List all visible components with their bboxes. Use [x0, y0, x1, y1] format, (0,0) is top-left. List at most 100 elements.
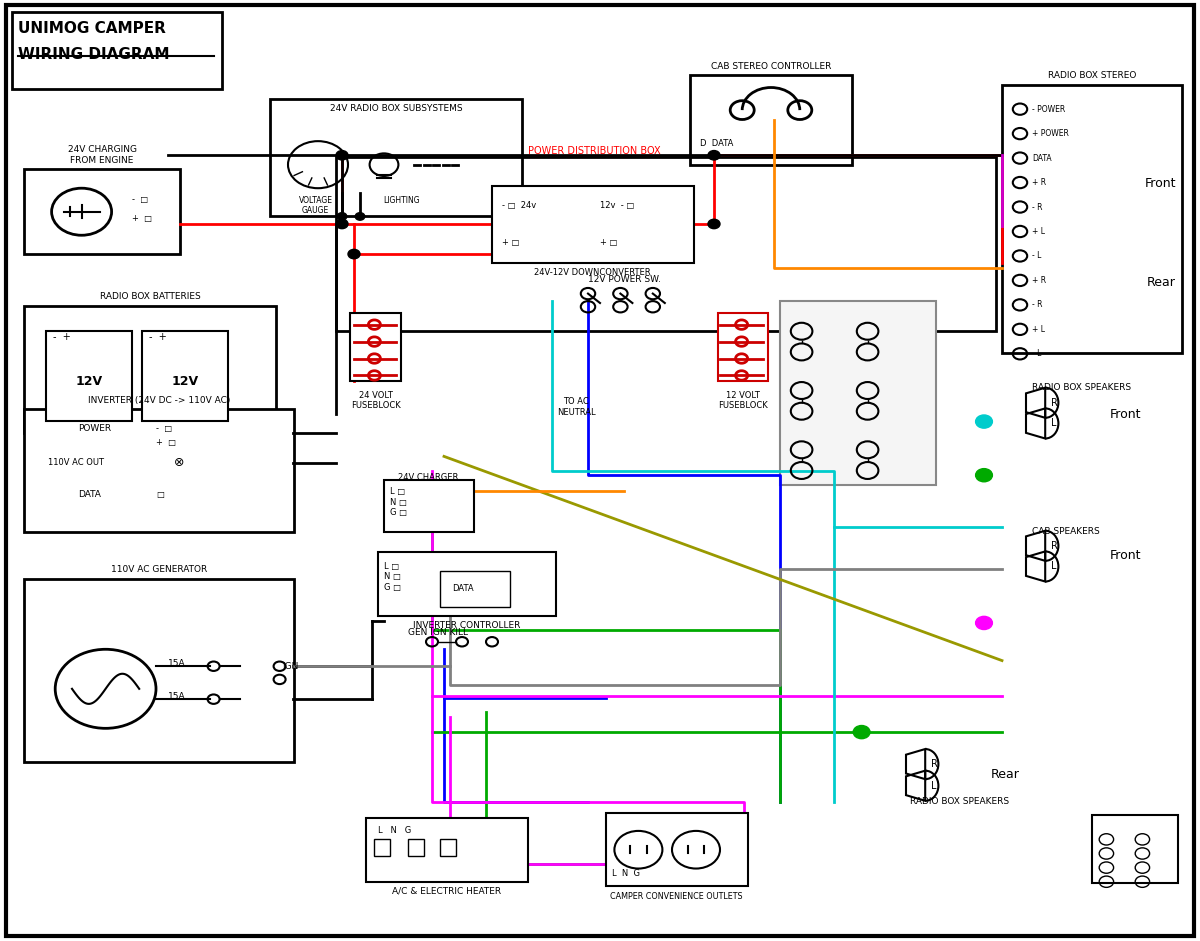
Circle shape — [708, 219, 720, 229]
Text: -  +: - + — [149, 332, 167, 342]
Text: WIRING DIAGRAM: WIRING DIAGRAM — [18, 47, 169, 62]
Circle shape — [976, 415, 992, 428]
Circle shape — [337, 213, 347, 220]
Text: 24V CHARGING
FROM ENGINE: 24V CHARGING FROM ENGINE — [67, 145, 137, 165]
Circle shape — [708, 151, 720, 160]
Text: - L: - L — [1032, 349, 1042, 359]
Text: 12V: 12V — [172, 375, 198, 388]
Bar — [378, 552, 556, 616]
Text: + □: + □ — [502, 238, 518, 247]
Text: + L: + L — [1032, 325, 1045, 334]
Circle shape — [976, 469, 992, 482]
Text: TO AC
NEUTRAL: TO AC NEUTRAL — [557, 397, 595, 417]
Text: L □
N □
G □: L □ N □ G □ — [384, 562, 401, 592]
Text: + L: + L — [1032, 227, 1045, 236]
Text: L   N   G: L N G — [378, 826, 412, 836]
Text: Rear: Rear — [1147, 276, 1176, 289]
Text: R: R — [1051, 541, 1058, 550]
Text: CAMPER CONVENIENCE OUTLETS: CAMPER CONVENIENCE OUTLETS — [611, 892, 743, 901]
Text: DATA: DATA — [452, 583, 474, 593]
Text: RADIO BOX SPEAKERS: RADIO BOX SPEAKERS — [910, 797, 1009, 806]
Text: □: □ — [156, 489, 164, 499]
Bar — [384, 480, 474, 532]
Bar — [374, 839, 390, 856]
Text: DATA: DATA — [78, 489, 101, 499]
Bar — [24, 409, 294, 532]
Bar — [350, 313, 401, 381]
Bar — [142, 331, 228, 421]
Text: RADIO BOX BATTERIES: RADIO BOX BATTERIES — [100, 292, 200, 301]
Text: - □  24v: - □ 24v — [502, 200, 536, 210]
Bar — [492, 186, 694, 263]
Text: 24V-12V DOWNCONVERTER: 24V-12V DOWNCONVERTER — [534, 268, 652, 278]
Text: ⊗: ⊗ — [174, 456, 185, 470]
Text: R: R — [931, 759, 938, 769]
Text: + POWER: + POWER — [1032, 129, 1069, 138]
Text: INVERTER (24V DC -> 110V AC): INVERTER (24V DC -> 110V AC) — [88, 395, 230, 405]
Circle shape — [336, 151, 348, 160]
Text: -  +: - + — [53, 332, 71, 342]
Text: 12V POWER SW.: 12V POWER SW. — [588, 275, 661, 284]
Text: R: R — [1051, 398, 1058, 407]
Text: CAB STEREO CONTROLLER: CAB STEREO CONTROLLER — [710, 61, 832, 71]
Text: UNIMOG CAMPER: UNIMOG CAMPER — [18, 21, 166, 36]
Bar — [24, 579, 294, 762]
Text: L: L — [1051, 419, 1057, 428]
Bar — [1092, 815, 1178, 883]
Text: 24V CHARGER: 24V CHARGER — [398, 472, 458, 482]
Text: 24 VOLT
FUSEBLOCK: 24 VOLT FUSEBLOCK — [350, 391, 401, 410]
Bar — [780, 301, 936, 485]
Text: +  □: + □ — [156, 438, 176, 447]
Text: L: L — [1051, 562, 1057, 571]
Text: INVERTER CONTROLLER: INVERTER CONTROLLER — [413, 621, 521, 630]
Text: POWER: POWER — [78, 423, 112, 433]
Text: Front: Front — [1145, 177, 1176, 190]
Text: L □
N □
G □: L □ N □ G □ — [390, 487, 407, 518]
Bar — [606, 813, 748, 886]
Text: L: L — [931, 781, 937, 790]
Text: -  □: - □ — [132, 195, 148, 204]
Text: Front: Front — [1110, 407, 1141, 421]
Text: 12v  - □: 12v - □ — [600, 200, 635, 210]
Bar — [24, 169, 180, 254]
Text: + R: + R — [1032, 178, 1046, 187]
Text: +  □: + □ — [132, 214, 152, 223]
Text: 110V AC GENERATOR: 110V AC GENERATOR — [110, 565, 208, 574]
Text: - R: - R — [1032, 202, 1043, 212]
Bar — [270, 99, 522, 216]
Circle shape — [355, 213, 365, 220]
Bar — [336, 157, 996, 331]
Text: Front: Front — [1110, 549, 1141, 562]
Bar — [718, 313, 768, 381]
Circle shape — [976, 616, 992, 630]
Text: D  DATA: D DATA — [700, 138, 733, 148]
Text: -  □: - □ — [156, 423, 172, 433]
Text: + □: + □ — [600, 238, 617, 247]
Bar — [46, 331, 132, 421]
Bar — [690, 75, 852, 165]
Text: 12V: 12V — [76, 375, 102, 388]
Bar — [24, 306, 276, 433]
Bar — [440, 839, 456, 856]
Text: 12 VOLT
FUSEBLOCK: 12 VOLT FUSEBLOCK — [718, 391, 768, 410]
Bar — [408, 839, 424, 856]
Circle shape — [348, 249, 360, 259]
Text: L  N  G: L N G — [612, 869, 640, 878]
Text: - L: - L — [1032, 251, 1042, 261]
Circle shape — [336, 219, 348, 229]
Text: IGN: IGN — [282, 662, 299, 671]
Bar — [1002, 85, 1182, 353]
Circle shape — [853, 726, 870, 739]
Text: DATA: DATA — [1032, 153, 1051, 163]
Bar — [366, 818, 528, 882]
Bar — [440, 571, 510, 607]
Text: POWER DISTRIBUTION BOX: POWER DISTRIBUTION BOX — [528, 146, 660, 155]
Text: LIGHTING: LIGHTING — [384, 196, 420, 205]
Text: - POWER: - POWER — [1032, 104, 1066, 114]
Text: GEN IGN KILL: GEN IGN KILL — [408, 628, 468, 637]
Text: RADIO BOX SPEAKERS: RADIO BOX SPEAKERS — [1032, 383, 1132, 392]
Text: 110V AC OUT: 110V AC OUT — [48, 458, 104, 468]
Text: VOLTAGE
GAUGE: VOLTAGE GAUGE — [299, 196, 332, 215]
Text: Rear: Rear — [991, 768, 1020, 781]
Bar — [12, 12, 222, 89]
